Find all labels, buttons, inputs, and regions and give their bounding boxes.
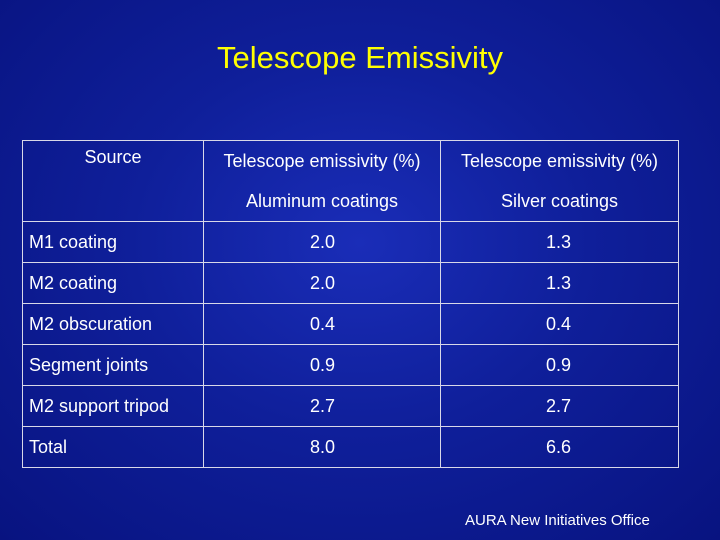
header-source: Source	[22, 140, 204, 222]
row-aluminum-value: 2.0	[203, 221, 441, 263]
table-row: M1 coating 2.0 1.3	[22, 221, 679, 263]
row-aluminum-value: 2.0	[203, 262, 441, 304]
row-aluminum-value: 8.0	[203, 426, 441, 468]
row-aluminum-value: 0.4	[203, 303, 441, 345]
row-silver-value: 0.9	[440, 344, 679, 386]
row-source: Segment joints	[22, 344, 204, 386]
row-aluminum-value: 2.7	[203, 385, 441, 427]
subheader-aluminum-coatings: Aluminum coatings	[203, 181, 441, 222]
header-emissivity-aluminum: Telescope emissivity (%)	[203, 140, 441, 181]
row-silver-value: 1.3	[440, 262, 679, 304]
row-silver-value: 1.3	[440, 221, 679, 263]
row-source: Total	[22, 426, 204, 468]
row-silver-value: 0.4	[440, 303, 679, 345]
row-source: M2 coating	[22, 262, 204, 304]
row-silver-value: 6.6	[440, 426, 679, 468]
subheader-silver-coatings: Silver coatings	[440, 181, 679, 222]
footer-credit: AURA New Initiatives Office	[465, 512, 650, 529]
table-row: M2 obscuration 0.4 0.4	[22, 303, 679, 345]
emissivity-table: Source Telescope emissivity (%) Telescop…	[22, 140, 679, 468]
header-emissivity-silver: Telescope emissivity (%)	[440, 140, 679, 181]
table-header-row: Source Telescope emissivity (%) Telescop…	[22, 140, 679, 222]
table-row: M2 support tripod 2.7 2.7	[22, 385, 679, 427]
row-silver-value: 2.7	[440, 385, 679, 427]
row-source: M2 support tripod	[22, 385, 204, 427]
table-row-total: Total 8.0 6.6	[22, 426, 679, 468]
slide-title: Telescope Emissivity	[217, 40, 503, 75]
table-row: Segment joints 0.9 0.9	[22, 344, 679, 386]
table-subheader-row: Aluminum coatings Silver coatings	[23, 181, 679, 222]
row-aluminum-value: 0.9	[203, 344, 441, 386]
row-source: M1 coating	[22, 221, 204, 263]
table-row: M2 coating 2.0 1.3	[22, 262, 679, 304]
row-source: M2 obscuration	[22, 303, 204, 345]
